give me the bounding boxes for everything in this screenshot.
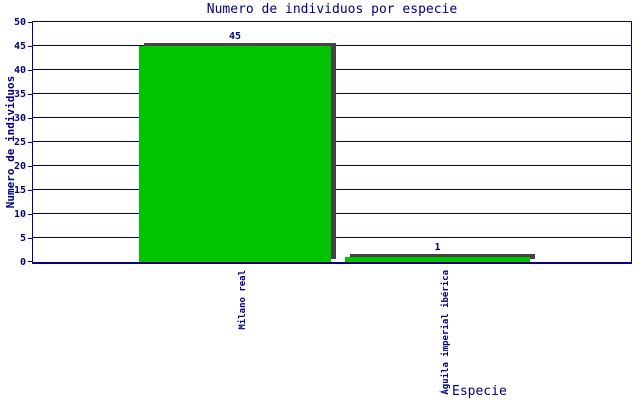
y-tick-30 [28,118,32,119]
bar-shadow-1 [350,254,535,259]
y-tick-15 [28,190,32,191]
value-label-0: 45 [228,31,242,42]
chart-title: Numero de individuos por especie [206,2,458,17]
bar-0 [139,46,331,262]
y-tick-label-20: 20 [13,161,26,172]
category-label-0: Milano real [238,270,248,330]
y-tick-label-50: 50 [13,17,26,28]
x-axis-title: Especie [452,384,507,399]
y-tick-40 [28,70,32,71]
y-tick-label-15: 15 [13,185,26,196]
y-tick-20 [28,166,32,167]
y-tick-label-5: 5 [19,233,26,244]
y-tick-label-25: 25 [13,137,26,148]
y-tick-45 [28,46,32,47]
y-tick-25 [28,142,32,143]
category-label-1: Águila imperial ibérica [440,270,451,395]
bar-1 [345,257,530,262]
y-tick-10 [28,214,32,215]
y-tick-label-30: 30 [13,113,26,124]
y-tick-5 [28,238,32,239]
plot-area: 45 1 [32,21,632,264]
y-tick-label-0: 0 [19,257,26,268]
y-tick-label-40: 40 [13,65,26,76]
value-label-1: 1 [434,242,441,254]
y-tick-50 [28,22,32,23]
y-tick-label-35: 35 [13,89,26,100]
y-tick-35 [28,94,32,95]
y-tick-label-45: 45 [13,41,26,52]
y-tick-0 [28,261,32,262]
y-tick-label-10: 10 [13,209,26,220]
